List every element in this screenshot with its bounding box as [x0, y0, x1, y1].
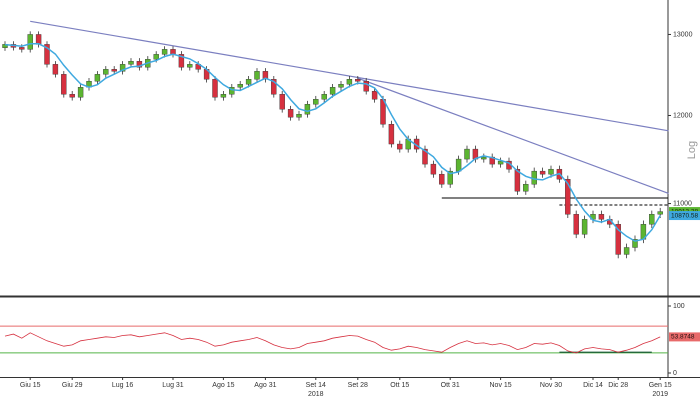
candle-body [245, 79, 252, 85]
candle-body [447, 170, 453, 185]
candle-body [296, 114, 302, 118]
candle-body [464, 148, 470, 160]
x-tick-label: Nov 30 [540, 382, 562, 389]
candle-body [581, 219, 588, 235]
candle-body [262, 71, 269, 80]
candle-body [355, 79, 361, 82]
candle-body [573, 214, 579, 235]
candle-body [338, 84, 344, 88]
candle-body [279, 94, 285, 110]
candle-body [539, 170, 546, 175]
y-tick-label: 11000 [673, 200, 692, 207]
year-label: 2019 [652, 391, 668, 398]
candle-body [254, 71, 260, 80]
candle-body [119, 64, 126, 72]
candle-body [229, 87, 235, 95]
candle-body [178, 54, 185, 68]
candle-body [397, 143, 403, 150]
indicator-tag: 53.8748 [671, 334, 695, 341]
candle-body [103, 69, 109, 75]
x-tick-label: Ago 31 [254, 382, 276, 389]
x-tick-label: Lug 31 [162, 382, 184, 389]
candle-body [481, 156, 487, 160]
x-tick-label: Ago 15 [212, 382, 234, 389]
candle-body [313, 99, 319, 105]
candle-body [111, 69, 117, 72]
candle-body [94, 74, 101, 82]
candle-body [2, 44, 8, 48]
ma-price-tag: 10870.58 [671, 212, 698, 219]
candle-body [220, 94, 227, 98]
candle-body [237, 84, 243, 88]
candle-body [329, 87, 336, 95]
y-tick-label: 13000 [673, 31, 693, 38]
x-tick-label: Set 14 [306, 382, 326, 389]
candle-body [649, 214, 655, 225]
candle-body [153, 54, 159, 60]
candle-body [497, 160, 504, 165]
candle-body [657, 211, 663, 215]
candle-body [523, 184, 529, 192]
indicator-line [4, 332, 661, 354]
candle-body [69, 94, 75, 98]
candle-body [161, 49, 168, 55]
x-tick-label: Gen 15 [649, 382, 672, 389]
y-axis-label: Log [686, 141, 698, 159]
candle-body [136, 61, 143, 68]
candle-body [346, 79, 353, 85]
candle-body [514, 168, 521, 192]
x-tick-label: Ott 15 [390, 382, 409, 389]
year-label: 2018 [308, 391, 324, 398]
candle-body [35, 34, 42, 45]
x-tick-label: Lug 16 [112, 382, 134, 389]
candle-body [77, 87, 84, 98]
candle-body [615, 224, 621, 255]
indicator-tag-box [669, 332, 700, 342]
candle-body [212, 79, 218, 98]
candle-body [388, 124, 395, 145]
x-tick-label: Giu 29 [62, 382, 83, 389]
candle-body [52, 64, 59, 75]
candle-body [287, 109, 294, 118]
candle-body [27, 34, 33, 50]
candle-body [598, 214, 605, 220]
candle-body [439, 173, 445, 185]
candle-body [271, 79, 277, 95]
candle-body [128, 61, 134, 65]
candle-body [623, 247, 630, 255]
candle-body [632, 239, 638, 248]
candle-body [565, 178, 571, 215]
x-tick-label: Ott 31 [441, 382, 460, 389]
candle-body [430, 163, 437, 175]
x-tick-label: Giu 15 [20, 382, 41, 389]
candle-body [548, 168, 554, 175]
candle-body [455, 158, 462, 172]
x-tick-label: Nov 15 [490, 382, 512, 389]
y-tick-label: 12000 [673, 112, 693, 119]
candle-body [422, 148, 428, 165]
candle-body [19, 47, 25, 50]
indicator-tick-label: 0 [673, 370, 677, 377]
candle-body [371, 91, 378, 100]
x-tick-label: Dic 14 [583, 382, 603, 389]
candle-body [304, 104, 311, 115]
candle-body [61, 74, 67, 95]
indicator-tick-label: 100 [673, 303, 685, 310]
x-tick-label: Set 28 [348, 382, 368, 389]
ma-price-tag-box [669, 211, 700, 221]
x-tick-label: Dic 28 [608, 382, 628, 389]
trendline [357, 77, 669, 195]
candle-body [187, 64, 193, 68]
moving-average [4, 43, 661, 242]
candle-body [44, 44, 50, 65]
candle-body [363, 81, 369, 92]
candle-body [321, 94, 327, 100]
